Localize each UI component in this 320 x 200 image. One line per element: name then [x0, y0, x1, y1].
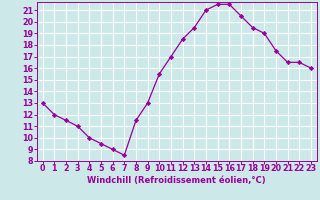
- X-axis label: Windchill (Refroidissement éolien,°C): Windchill (Refroidissement éolien,°C): [87, 176, 266, 185]
